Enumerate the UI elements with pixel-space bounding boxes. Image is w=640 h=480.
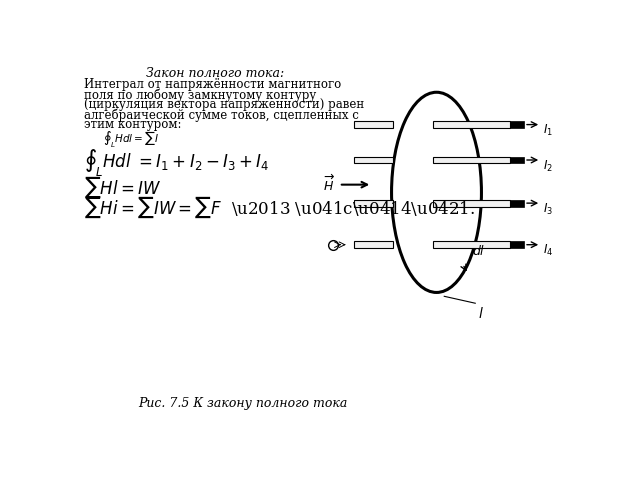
Text: $\overrightarrow{H}$: $\overrightarrow{H}$ xyxy=(323,174,336,194)
Text: (циркуляция вектора напряженности) равен: (циркуляция вектора напряженности) равен xyxy=(84,98,364,111)
Bar xyxy=(510,200,524,206)
Text: этим контуром:: этим контуром: xyxy=(84,119,181,132)
Text: $I_4$: $I_4$ xyxy=(543,243,554,258)
Bar xyxy=(355,241,393,248)
Bar xyxy=(510,241,524,248)
Text: $\sum Hi = \sum IW = \sum F \ $ \u2013 \u041c\u0414\u0421.: $\sum Hi = \sum IW = \sum F \ $ \u2013 \… xyxy=(84,195,475,220)
Bar xyxy=(433,200,510,206)
Text: $l$: $l$ xyxy=(477,306,483,321)
Bar xyxy=(510,156,524,164)
Bar xyxy=(433,156,510,164)
Bar xyxy=(355,156,393,164)
Text: алгебраической сумме токов, сцепленных с: алгебраической сумме токов, сцепленных с xyxy=(84,108,359,122)
Text: Закон полного тока:: Закон полного тока: xyxy=(147,67,285,80)
Text: $I_1$: $I_1$ xyxy=(543,123,554,138)
Bar xyxy=(433,121,510,128)
Text: $\oint_{L} Hdl = \sum I$: $\oint_{L} Hdl = \sum I$ xyxy=(103,129,159,150)
Text: Рис. 7.5 К закону полного тока: Рис. 7.5 К закону полного тока xyxy=(138,397,348,410)
Text: $dl$: $dl$ xyxy=(472,244,485,258)
Text: $I_3$: $I_3$ xyxy=(543,202,554,216)
Text: $I_2$: $I_2$ xyxy=(543,158,554,174)
Bar xyxy=(355,200,393,206)
Bar xyxy=(355,121,393,128)
Text: поля по любому замкнутому контуру: поля по любому замкнутому контуру xyxy=(84,88,316,102)
Text: $\sum Hl = IW$: $\sum Hl = IW$ xyxy=(84,175,161,200)
Text: $\oint_{L} Hdl \ = I_1 + I_2 - I_3 + I_4$: $\oint_{L} Hdl \ = I_1 + I_2 - I_3 + I_4… xyxy=(84,147,269,178)
Bar xyxy=(433,241,510,248)
Bar xyxy=(510,121,524,128)
Text: Интеграл от напряжённости магнитного: Интеграл от напряжённости магнитного xyxy=(84,78,341,91)
